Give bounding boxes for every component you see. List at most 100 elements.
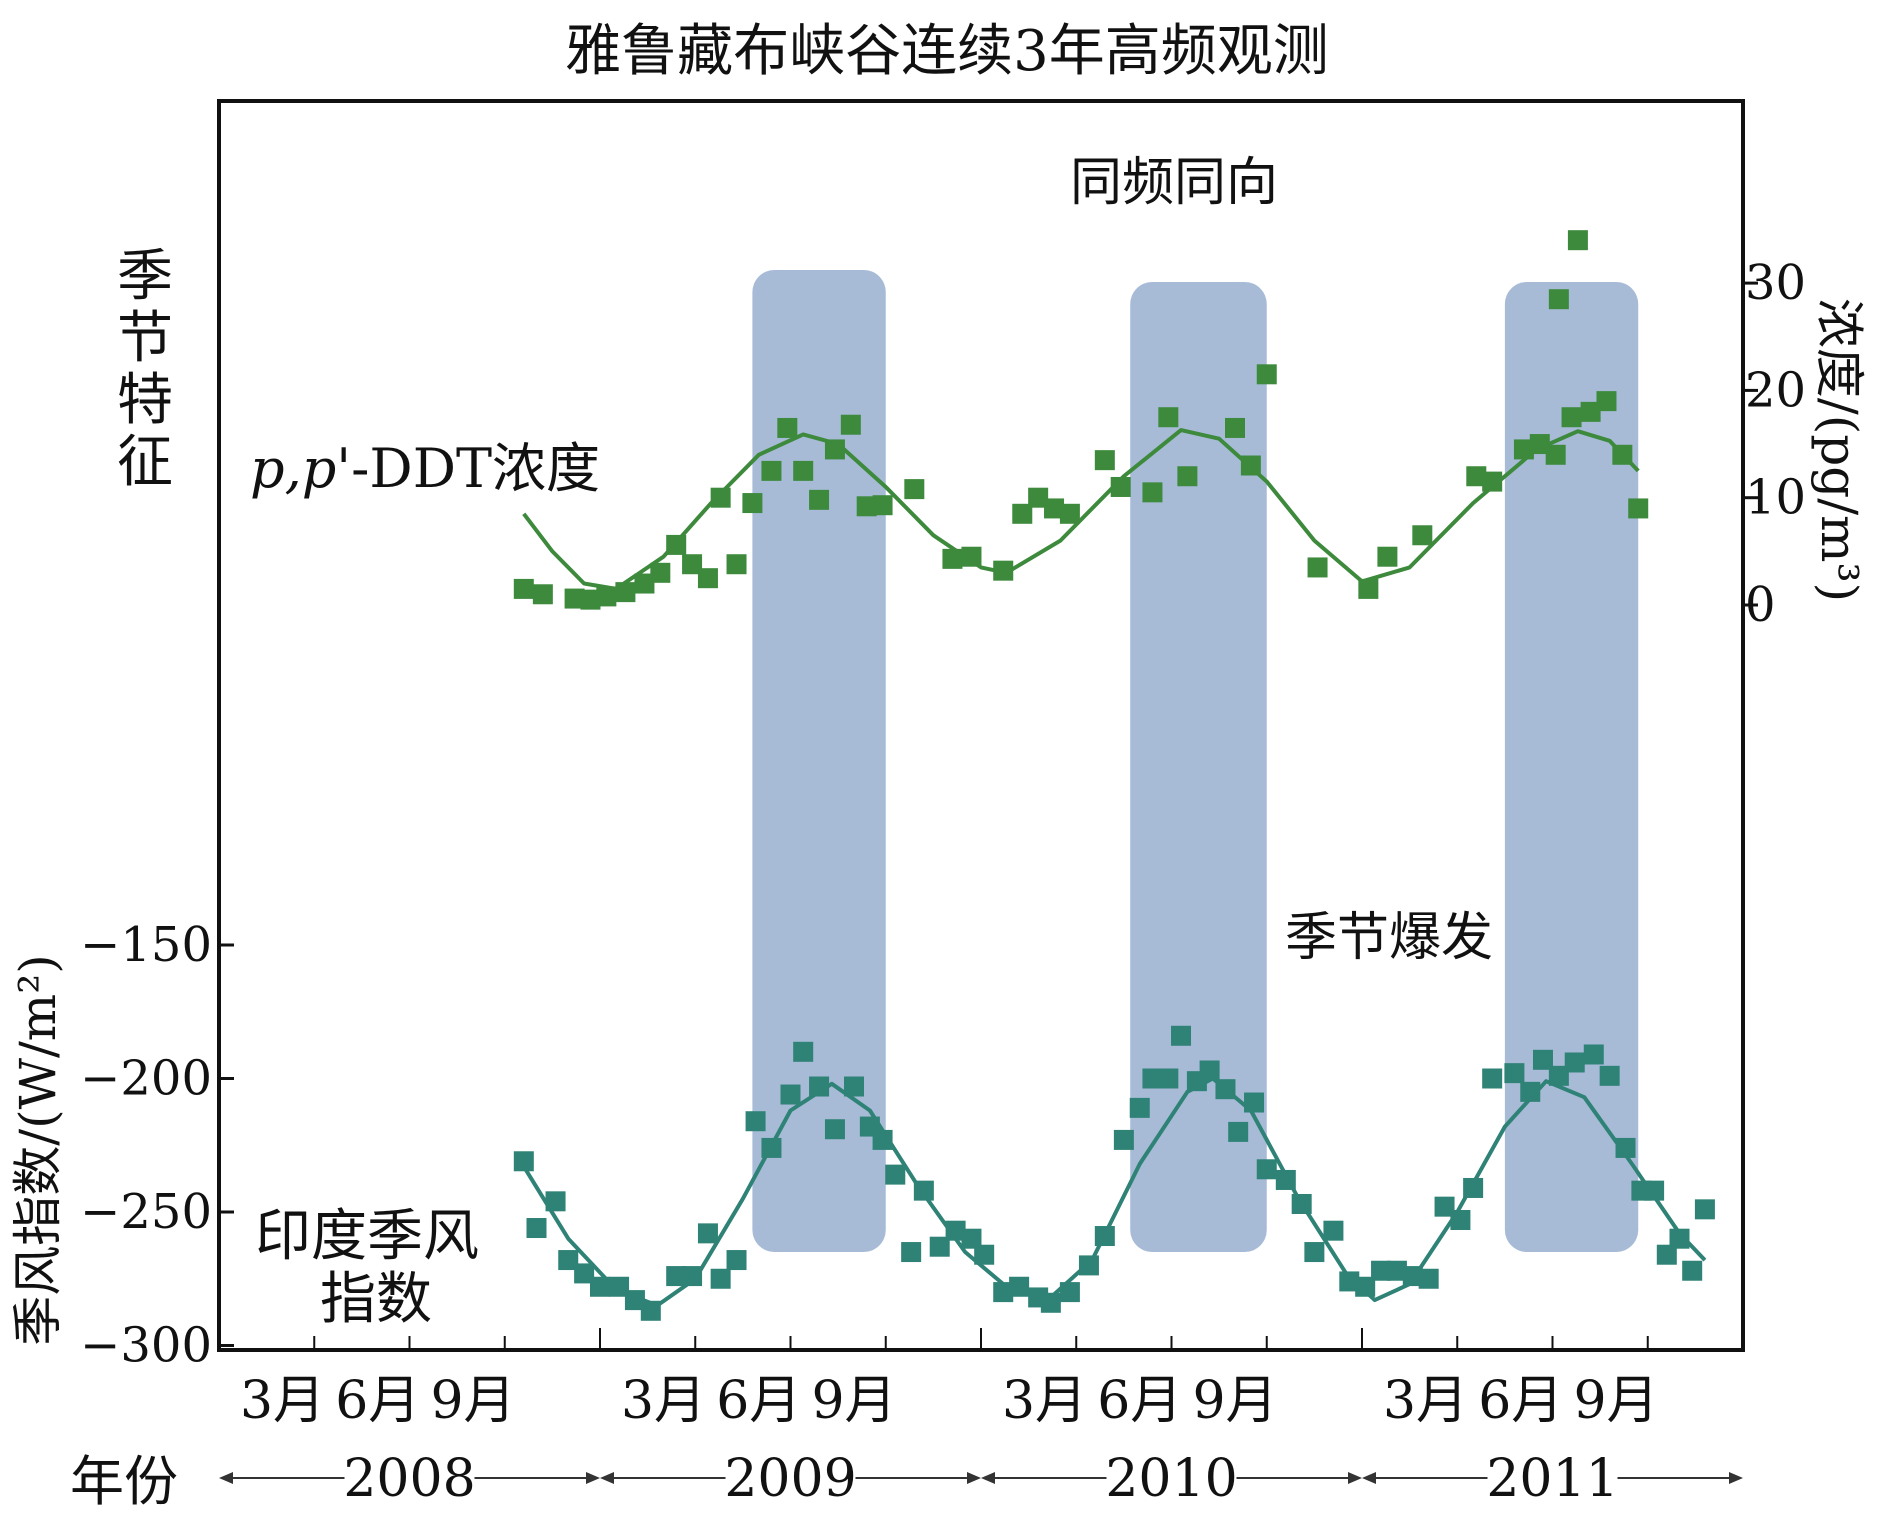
annotation-top-band: 同频同向 (1070, 153, 1278, 213)
data-point (1644, 1180, 1665, 1201)
data-point (1012, 503, 1033, 524)
data-point (697, 568, 718, 589)
data-point (580, 589, 601, 610)
data-point (1304, 1242, 1325, 1263)
data-point (1240, 455, 1261, 476)
data-point (1339, 1271, 1360, 1292)
data-point (1418, 1268, 1439, 1289)
right-tick-label: 10 (1745, 470, 1806, 526)
data-point (1504, 1063, 1525, 1084)
side-label-char: 特 (117, 368, 173, 433)
data-point (1291, 1193, 1312, 1214)
data-point (1307, 557, 1328, 578)
data-point (1513, 439, 1534, 460)
year-label: 2008 (343, 1449, 475, 1509)
highlight-band (752, 270, 886, 1252)
data-point (745, 1111, 766, 1132)
data-point (558, 1250, 579, 1271)
data-point (872, 495, 893, 516)
data-point (1669, 1228, 1690, 1249)
data-point (634, 573, 655, 594)
data-point (1358, 578, 1379, 599)
highlight-bands (752, 270, 1639, 1252)
data-point (1059, 1282, 1080, 1303)
data-point (1094, 450, 1115, 471)
data-point (1564, 1052, 1585, 1073)
data-point (1402, 1266, 1423, 1287)
data-point (1412, 525, 1433, 546)
right-tick-label: 0 (1745, 577, 1776, 633)
data-point (1482, 471, 1503, 492)
data-point (726, 554, 747, 575)
monsoon-series-label-line2: 指数 (320, 1267, 432, 1332)
month-tick-label: 9月 (811, 1371, 896, 1431)
data-point (1244, 1092, 1265, 1113)
month-tick-label: 6月 (335, 1371, 420, 1431)
data-point (1028, 487, 1049, 508)
data-point (1215, 1079, 1236, 1100)
data-point (809, 489, 830, 510)
side-label-char: 征 (117, 430, 173, 495)
data-point (793, 1041, 814, 1062)
side-label-char: 节 (117, 306, 173, 371)
month-tick-label: 6月 (1478, 1371, 1563, 1431)
data-point (666, 534, 687, 555)
data-point (1142, 482, 1163, 503)
data-point (545, 1191, 566, 1212)
series-layer (513, 230, 1715, 1321)
data-point (513, 1151, 534, 1172)
data-point (1583, 1044, 1604, 1065)
data-point (1377, 546, 1398, 567)
data-point (844, 1076, 864, 1097)
data-point (1463, 1177, 1484, 1198)
month-tick-label: 3月 (1383, 1371, 1468, 1431)
data-point (710, 487, 731, 508)
month-tick-label: 9月 (430, 1371, 515, 1431)
data-point (942, 548, 963, 569)
data-point (1628, 498, 1649, 519)
data-point (761, 460, 782, 481)
data-point (640, 1300, 661, 1321)
data-point (961, 1228, 982, 1249)
data-point (1450, 1210, 1471, 1231)
month-tick-label: 3月 (1002, 1371, 1087, 1431)
right-tick-label: 30 (1745, 255, 1806, 311)
data-point (1615, 1137, 1636, 1158)
data-point (840, 414, 861, 435)
data-point (1371, 1260, 1392, 1281)
data-point (1434, 1196, 1455, 1217)
month-tick-label: 9月 (1192, 1371, 1277, 1431)
data-point (885, 1164, 906, 1185)
data-point (856, 496, 877, 517)
right-axis-label: 浓度/(pg/m³) (1810, 298, 1868, 602)
data-point (1580, 401, 1601, 422)
data-point (1129, 1097, 1150, 1118)
year-range-arrow (1362, 1472, 1376, 1484)
ddt-series-label-rest: -DDT浓度 (351, 437, 600, 500)
data-point (666, 1266, 687, 1287)
data-point (904, 479, 925, 500)
annotation-burst: 季节爆发 (1285, 908, 1493, 968)
data-point (1548, 1065, 1569, 1086)
year-range-arrow (600, 1472, 614, 1484)
data-point (761, 1137, 782, 1158)
year-label: 2009 (724, 1449, 856, 1509)
data-point (1532, 1049, 1553, 1070)
data-point (1225, 417, 1245, 438)
data-point (564, 588, 585, 609)
data-point (1612, 444, 1633, 465)
highlight-band (1130, 282, 1267, 1252)
data-point (780, 1084, 801, 1105)
left-tick-label: −300 (80, 1318, 212, 1374)
data-point (1323, 1220, 1344, 1241)
data-point (974, 1244, 995, 1265)
month-tick-label: 6月 (716, 1371, 801, 1431)
data-point (1094, 1226, 1115, 1247)
data-point (682, 1266, 703, 1287)
year-range-arrow (219, 1472, 233, 1484)
data-point (824, 439, 845, 460)
data-point (1256, 1159, 1277, 1180)
